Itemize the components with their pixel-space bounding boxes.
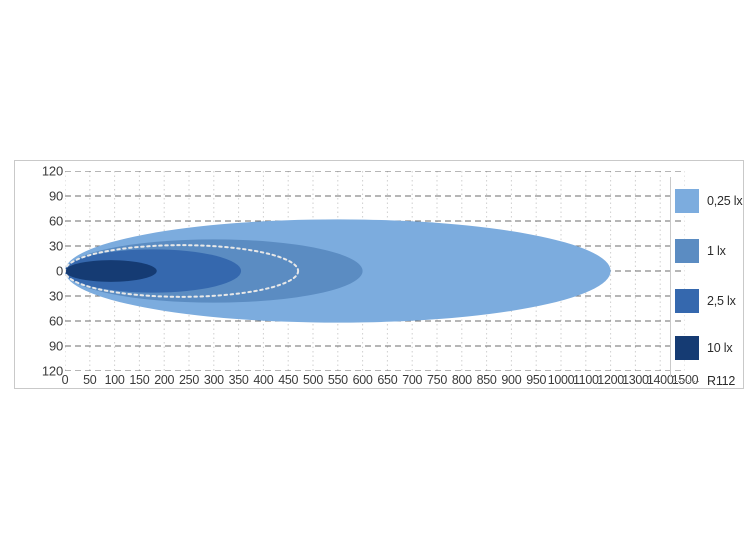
legend-item-label: 2,5 lx <box>707 294 736 308</box>
x-axis-tick-label: 1000 <box>547 373 575 387</box>
plot-area <box>65 171 685 371</box>
x-axis-tick-label: 450 <box>278 373 299 387</box>
x-axis-tick-label: 500 <box>303 373 323 387</box>
x-axis-tick-label: 50 <box>83 373 97 387</box>
iso-lux-zone <box>65 260 157 282</box>
legend-color-swatch <box>675 336 699 360</box>
legend-item-label: 1 lx <box>707 244 726 258</box>
x-axis-tick-label: 800 <box>451 373 472 387</box>
legend-color-swatch <box>675 189 699 213</box>
x-axis-tick-label: 1200 <box>597 373 624 387</box>
light-distribution-plot <box>65 171 685 371</box>
legend-item: 10 lx <box>675 336 733 360</box>
x-axis-tick-label: 700 <box>402 373 423 387</box>
x-axis-tick-label: 600 <box>352 373 373 387</box>
legend-color-swatch <box>675 289 699 313</box>
x-axis-tick-label: 650 <box>377 373 398 387</box>
x-axis-tick-label: 1100 <box>572 373 599 387</box>
legend-item-label: 0,25 lx <box>707 194 743 208</box>
x-axis-tick-label: 1500 <box>671 373 699 387</box>
x-axis-tick-label: 1400 <box>646 373 674 387</box>
y-axis-tick-label: 60 <box>48 313 63 329</box>
y-axis-tick-label: 0 <box>55 263 63 279</box>
x-axis-tick-label: 750 <box>427 373 447 387</box>
legend-item: 0,25 lx <box>675 189 743 213</box>
x-axis-tick-label: 250 <box>179 373 199 387</box>
x-axis-tick-label: 1300 <box>622 373 649 387</box>
x-axis-tick-label: 200 <box>154 373 175 387</box>
y-axis-tick-label: 120 <box>41 363 63 379</box>
r112-reference-outline <box>65 244 300 298</box>
x-axis-tick-label: 350 <box>228 373 249 387</box>
x-axis-tick-label: 550 <box>327 373 348 387</box>
x-axis-tick-label: 100 <box>104 373 125 387</box>
iso-lux-zones <box>65 219 611 323</box>
y-axis-tick-label: 30 <box>48 238 63 254</box>
legend-item: 1 lx <box>675 239 726 263</box>
x-axis: 0 50 100 150 200 250 300 350 400 450 500 550 600 650 7… <box>61 373 699 392</box>
x-axis-tick-label: 850 <box>476 373 497 387</box>
legend-item-label: 10 lx <box>707 341 733 355</box>
x-axis-tick-label: 150 <box>129 373 150 387</box>
legend-item-label: R112 <box>707 374 736 388</box>
x-axis-tick-label: 950 <box>526 373 547 387</box>
legend-color-swatch <box>675 239 699 263</box>
y-axis-tick-label: 90 <box>48 188 63 204</box>
y-axis-tick-label: 30 <box>48 288 63 304</box>
y-axis-tick-label: 90 <box>48 338 63 354</box>
legend-item-reference: R112 <box>675 369 735 393</box>
y-axis: 120 90 60 30 0 30 60 90 120 <box>19 165 63 378</box>
r112-reference-ellipse <box>65 244 300 298</box>
legend-item: 2,5 lx <box>675 289 736 313</box>
x-axis-tick-label: 400 <box>253 373 274 387</box>
y-axis-tick-label: 120 <box>41 163 63 179</box>
x-axis-tick-label: 300 <box>203 373 224 387</box>
x-axis-tick-label: 900 <box>501 373 522 387</box>
light-distribution-chart-card: 120 90 60 30 0 30 60 90 120 0 50 100 150 <box>14 160 744 389</box>
y-axis-tick-label: 60 <box>48 213 63 229</box>
dotted-line-icon <box>675 369 699 393</box>
x-axis-tick-label: 0 <box>61 373 69 387</box>
legend: 0,25 lx 1 lx 2,5 lx 10 lx R112 <box>670 177 743 388</box>
